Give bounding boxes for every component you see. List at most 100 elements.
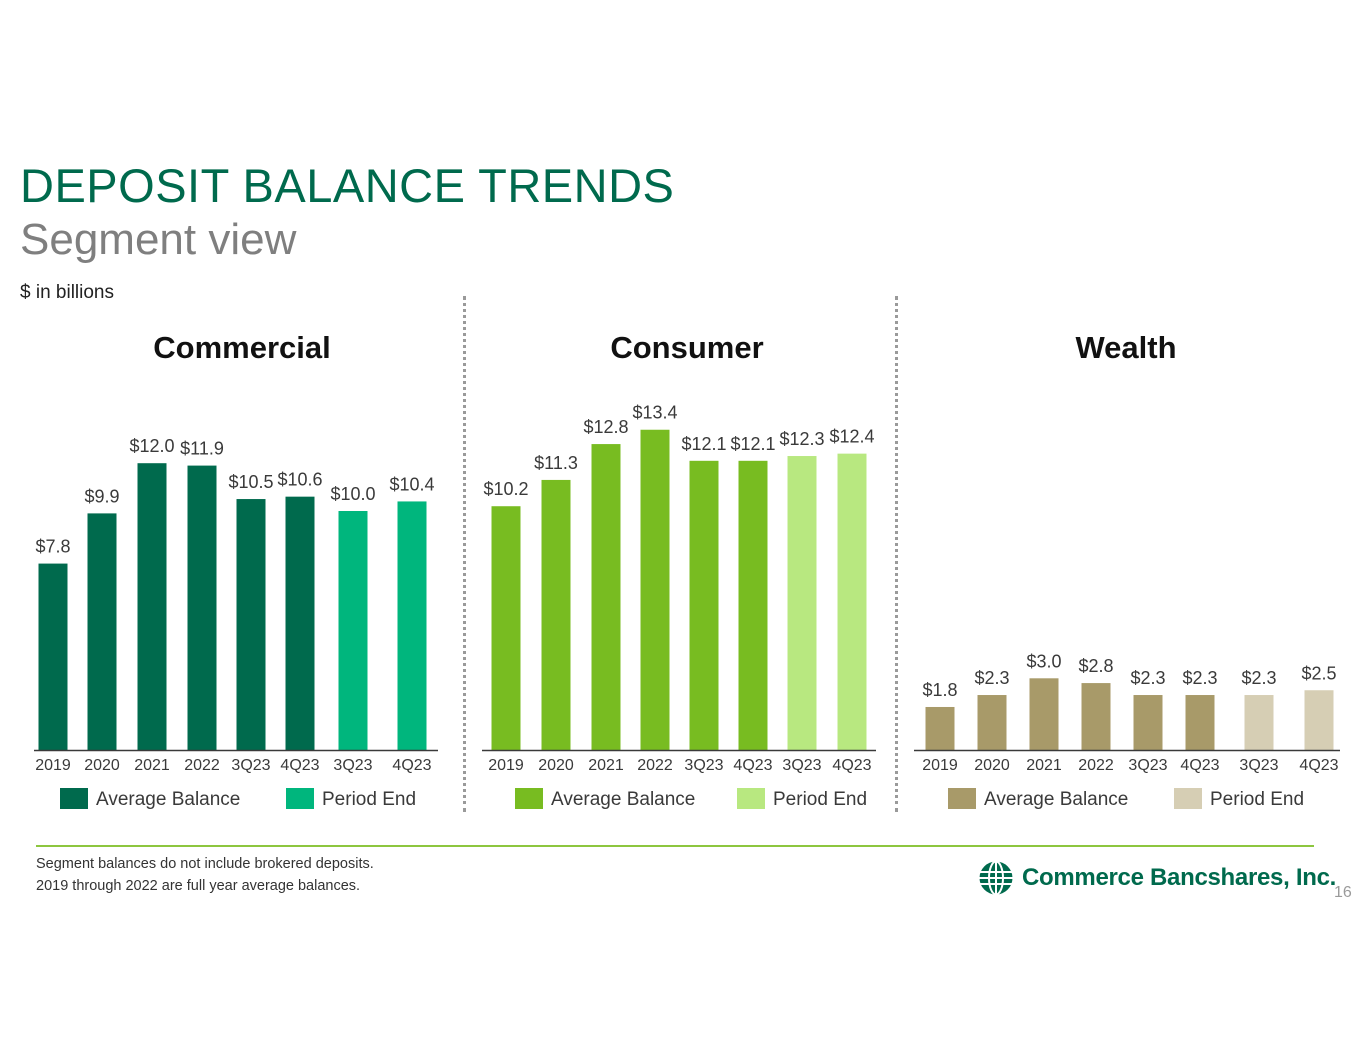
- wealth-tick-label-3: 2021: [1026, 757, 1062, 774]
- commercial-tick-label-8: 4Q23: [392, 757, 431, 774]
- wealth-data-label-3: $3.0: [1026, 651, 1061, 671]
- commercial-data-label-4: $11.9: [180, 439, 224, 459]
- panel-divider-1: [463, 296, 466, 812]
- consumer-legend-label-1: Average Balance: [551, 789, 695, 810]
- page-subtitle: Segment view: [20, 215, 297, 264]
- commercial-data-label-1: $7.8: [35, 537, 70, 557]
- consumer-tick-label-3: 2021: [588, 757, 624, 774]
- consumer-bar-4: [640, 429, 670, 750]
- consumer-bar-3: [591, 444, 621, 750]
- footnote-1: Segment balances do not include brokered…: [36, 856, 374, 872]
- consumer-legend-label-2: Period End: [773, 789, 867, 810]
- wealth-data-label-4: $2.8: [1078, 656, 1113, 676]
- commercial-chart-title: Commercial: [153, 330, 330, 365]
- consumer-tick-label-5: 3Q23: [684, 757, 723, 774]
- wealth-data-label-7: $2.3: [1241, 668, 1276, 688]
- commercial-tick-label-3: 2021: [134, 757, 170, 774]
- consumer-legend-swatch-1: [515, 788, 543, 809]
- consumer-data-label-8: $12.4: [829, 427, 874, 447]
- commercial-tick-label-1: 2019: [35, 757, 71, 774]
- company-logo: Commerce Bancshares, Inc.: [978, 858, 1336, 898]
- consumer-bar-7: [787, 456, 817, 750]
- wealth-tick-label-8: 4Q23: [1299, 757, 1338, 774]
- consumer-bar-8: [837, 453, 867, 750]
- consumer-data-label-2: $11.3: [534, 453, 578, 473]
- commercial-legend-label-1: Average Balance: [96, 789, 240, 810]
- commercial-tick-label-6: 4Q23: [280, 757, 319, 774]
- commercial-bar-8: [397, 501, 427, 750]
- wealth-bar-2: [977, 695, 1007, 750]
- consumer-tick-label-7: 3Q23: [782, 757, 821, 774]
- commercial-data-label-8: $10.4: [389, 474, 434, 494]
- commercial-bar-7: [338, 511, 368, 750]
- commercial-data-label-5: $10.5: [228, 472, 273, 492]
- consumer-data-label-5: $12.1: [681, 434, 726, 454]
- commercial-data-label-7: $10.0: [330, 484, 375, 504]
- wealth-data-label-6: $2.3: [1182, 668, 1217, 688]
- panel-divider-2: [895, 296, 898, 812]
- consumer-data-label-4: $13.4: [632, 403, 677, 423]
- consumer-tick-label-2: 2020: [538, 757, 574, 774]
- commercial-data-label-6: $10.6: [277, 470, 322, 490]
- consumer-tick-label-1: 2019: [488, 757, 524, 774]
- consumer-tick-label-4: 2022: [637, 757, 673, 774]
- wealth-chart-title: Wealth: [1075, 330, 1176, 365]
- logo-text: Commerce Bancshares, Inc.: [1022, 864, 1336, 891]
- consumer-data-label-3: $12.8: [583, 417, 628, 437]
- wealth-data-label-1: $1.8: [922, 680, 957, 700]
- wealth-bar-1: [925, 706, 955, 750]
- commercial-legend-swatch-1: [60, 788, 88, 809]
- commercial-tick-label-2: 2020: [84, 757, 120, 774]
- consumer-bar-5: [689, 460, 719, 750]
- wealth-legend-swatch-1: [948, 788, 976, 809]
- wealth-data-label-8: $2.5: [1301, 663, 1336, 683]
- page-title: DEPOSIT BALANCE TRENDS: [20, 159, 675, 212]
- consumer-chart-title: Consumer: [610, 330, 763, 365]
- wealth-bar-8: [1304, 690, 1334, 750]
- wealth-bar-6: [1185, 695, 1215, 750]
- wealth-tick-label-6: 4Q23: [1180, 757, 1219, 774]
- wealth-data-label-2: $2.3: [974, 668, 1009, 688]
- wealth-tick-label-2: 2020: [974, 757, 1010, 774]
- globe-icon: [979, 860, 1013, 896]
- wealth-legend-swatch-2: [1174, 788, 1202, 809]
- wealth-bar-3: [1029, 678, 1059, 750]
- wealth-tick-label-4: 2022: [1078, 757, 1114, 774]
- commercial-bar-5: [236, 499, 266, 750]
- units-note: $ in billions: [20, 282, 114, 303]
- consumer-legend-swatch-2: [737, 788, 765, 809]
- page-number: 16: [1334, 884, 1352, 901]
- commercial-tick-label-4: 2022: [184, 757, 220, 774]
- commercial-tick-label-7: 3Q23: [333, 757, 372, 774]
- commercial-data-label-2: $9.9: [84, 486, 119, 506]
- wealth-bar-4: [1081, 683, 1111, 750]
- footnote-2: 2019 through 2022 are full year average …: [36, 878, 361, 894]
- wealth-bar-7: [1244, 695, 1274, 750]
- consumer-data-label-7: $12.3: [779, 429, 824, 449]
- commercial-legend-swatch-2: [286, 788, 314, 809]
- commercial-legend-label-2: Period End: [322, 789, 416, 810]
- commercial-bar-4: [187, 465, 217, 750]
- consumer-tick-label-6: 4Q23: [733, 757, 772, 774]
- commercial-bar-6: [285, 496, 315, 750]
- wealth-legend-label-1: Average Balance: [984, 789, 1128, 810]
- consumer-tick-label-8: 4Q23: [832, 757, 871, 774]
- wealth-tick-label-7: 3Q23: [1239, 757, 1278, 774]
- wealth-bar-5: [1133, 695, 1163, 750]
- commercial-data-label-3: $12.0: [129, 436, 174, 456]
- wealth-legend-label-2: Period End: [1210, 789, 1304, 810]
- commercial-bar-1: [38, 563, 68, 750]
- wealth-tick-label-5: 3Q23: [1128, 757, 1167, 774]
- consumer-bar-2: [541, 479, 571, 750]
- commercial-bar-3: [137, 463, 167, 750]
- footer-rule: [36, 845, 1314, 847]
- consumer-bar-6: [738, 460, 768, 750]
- wealth-data-label-5: $2.3: [1130, 668, 1165, 688]
- deposit-charts: Commercial $7.8 2019 $9.9 2020 $12.0 2021 $11.9…: [34, 330, 1340, 810]
- commercial-bar-2: [87, 513, 117, 750]
- consumer-bar-1: [491, 506, 521, 750]
- consumer-data-label-6: $12.1: [730, 434, 775, 454]
- commercial-tick-label-5: 3Q23: [231, 757, 270, 774]
- wealth-tick-label-1: 2019: [922, 757, 958, 774]
- consumer-data-label-1: $10.2: [483, 479, 528, 499]
